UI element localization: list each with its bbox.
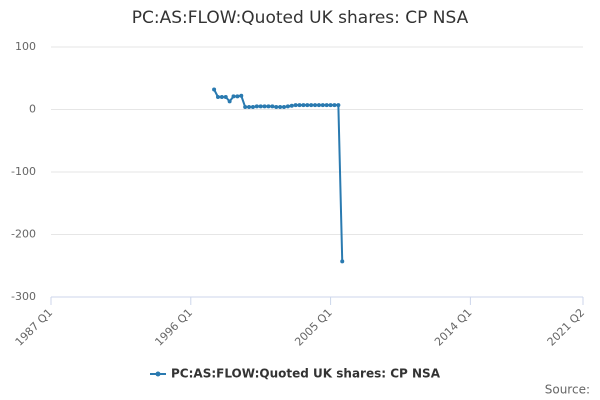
y-tick-label: -300: [11, 290, 36, 303]
x-tick-label: 2014 Q1: [432, 306, 475, 349]
point: [313, 103, 318, 108]
point: [324, 103, 329, 108]
point: [266, 104, 271, 109]
point: [278, 105, 283, 109]
point: [227, 99, 232, 104]
point: [231, 94, 236, 99]
point: [293, 103, 298, 108]
point: [289, 103, 294, 108]
point: [212, 87, 217, 92]
x-tick-label: 1996 Q1: [153, 306, 196, 349]
point: [262, 104, 267, 109]
point: [285, 104, 290, 109]
point: [320, 103, 325, 108]
point: [258, 104, 263, 109]
y-tick-label: -100: [11, 165, 36, 178]
point: [219, 95, 224, 99]
series-line: [213, 89, 344, 262]
point: [336, 103, 341, 108]
x-tick-label: 2021 Q2: [545, 306, 588, 349]
point: [247, 105, 252, 109]
point: [223, 95, 228, 99]
y-tick-label: -200: [11, 228, 36, 241]
point: [254, 104, 259, 109]
point: [332, 103, 337, 108]
point: [274, 105, 279, 109]
y-tick-label: 0: [29, 103, 36, 116]
point: [301, 103, 306, 108]
point: [328, 103, 333, 108]
point: [297, 103, 302, 108]
legend-label: PC:AS:FLOW:Quoted UK shares: CP NSA: [171, 367, 441, 381]
point: [281, 105, 286, 109]
x-tick-label: 2005 Q1: [292, 306, 335, 349]
legend-marker: [155, 371, 161, 377]
point: [316, 103, 321, 108]
point: [239, 93, 244, 98]
point: [215, 95, 220, 99]
point: [235, 94, 240, 99]
x-tick-label: 1987 Q1: [13, 306, 56, 349]
point: [305, 103, 310, 108]
point: [270, 104, 275, 109]
y-tick-label: 100: [15, 40, 36, 53]
point: [309, 103, 314, 108]
point: [243, 105, 248, 109]
point: [340, 259, 345, 264]
source: Source:: [545, 383, 590, 397]
point: [250, 105, 255, 109]
chart-title: PC:AS:FLOW:Quoted UK shares: CP NSA: [132, 8, 469, 28]
